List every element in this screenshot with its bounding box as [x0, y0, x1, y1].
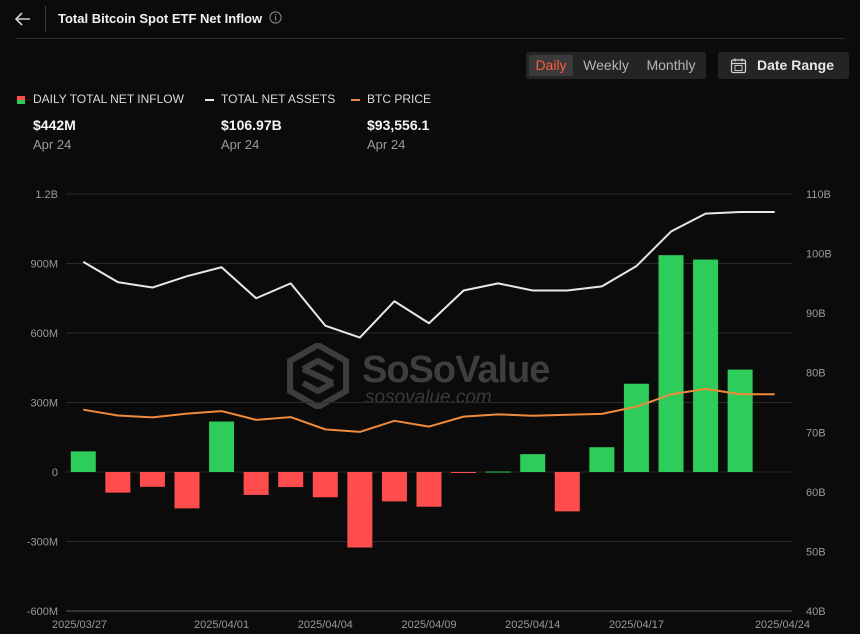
watermark-name: SoSoValue [362, 349, 550, 391]
legend-value: $106.97B [221, 117, 282, 133]
tab-weekly[interactable]: Weekly [583, 57, 629, 73]
inflow-bar [209, 421, 235, 472]
tab-monthly[interactable]: Monthly [646, 57, 696, 73]
y-tick-label-right: 60B [806, 487, 826, 499]
inflow-bar [105, 472, 131, 493]
y-tick-label-left: -300M [27, 537, 58, 549]
back-arrow-icon[interactable] [12, 8, 34, 30]
legend-name: BTC PRICE [367, 92, 432, 106]
y-tick-label-left: 300M [30, 398, 58, 410]
inflow-bar [416, 472, 442, 507]
y-tick-label-left: 1.2B [35, 189, 58, 201]
x-tick-label: 2025/04/09 [401, 619, 456, 631]
header-divider [45, 6, 46, 32]
x-tick-label: 2025/04/01 [194, 619, 249, 631]
inflow-bar [381, 472, 407, 502]
y-tick-label-right: 100B [806, 249, 832, 261]
inflow-bar [174, 472, 200, 509]
period-selector: Daily Weekly Monthly [526, 52, 706, 79]
y-tick-label-right: 110B [806, 189, 831, 201]
legend-date: Apr 24 [33, 137, 72, 152]
header-separator [16, 38, 845, 39]
date-range-label: Date Range [757, 57, 835, 73]
legend-date: Apr 24 [367, 137, 406, 152]
inflow-bar [623, 383, 649, 472]
x-tick-label: 2025/03/27 [52, 619, 107, 631]
y-tick-label-right: 90B [806, 308, 826, 320]
legend-swatch-inflow [17, 96, 25, 104]
legend-date: Apr 24 [221, 137, 260, 152]
y-tick-label-left: -600M [27, 606, 58, 618]
inflow-bar [243, 472, 269, 495]
y-tick-label-right: 80B [806, 368, 826, 380]
info-icon[interactable] [269, 11, 282, 24]
inflow-bar [139, 472, 165, 487]
inflow-bar [520, 454, 546, 472]
inflow-bar [589, 447, 615, 472]
sosovalue-logo-icon [287, 343, 349, 409]
header-bar: Total Bitcoin Spot ETF Net Inflow [0, 0, 860, 38]
x-tick-label: 2025/04/04 [298, 619, 353, 631]
inflow-bar [278, 472, 304, 488]
legend-swatch-assets [205, 99, 214, 101]
btc-price-line [83, 387, 775, 433]
legend-name: DAILY TOTAL NET INFLOW [33, 92, 184, 106]
date-range-button[interactable]: Date Range [718, 52, 849, 79]
legend-swatch-price [351, 99, 360, 101]
inflow-bar [693, 259, 719, 472]
y-tick-label-right: 50B [806, 546, 826, 558]
inflow-bar [312, 472, 338, 498]
calendar-icon [730, 58, 747, 74]
tab-daily[interactable]: Daily [529, 55, 573, 76]
page-title: Total Bitcoin Spot ETF Net Inflow [58, 11, 263, 26]
inflow-bar [727, 369, 753, 472]
inflow-bar [347, 472, 373, 548]
x-tick-label: 2025/04/17 [609, 619, 664, 631]
inflow-bar [451, 472, 477, 473]
y-tick-label-right: 70B [806, 427, 826, 439]
inflow-bar [485, 471, 511, 473]
x-tick-label: 2025/04/14 [505, 619, 560, 631]
inflow-bar [70, 451, 96, 472]
y-tick-label-left: 900M [30, 259, 58, 271]
total-net-assets-line [82, 211, 775, 339]
y-tick-label-right: 40B [806, 606, 826, 618]
y-tick-label-left: 600M [30, 328, 58, 340]
y-tick-label-left: 0 [52, 467, 58, 479]
legend-value: $93,556.1 [367, 117, 430, 133]
inflow-bar [658, 255, 684, 472]
inflow-bar [554, 472, 580, 512]
legend-name: TOTAL NET ASSETS [221, 92, 336, 106]
legend-value: $442M [33, 117, 76, 133]
x-tick-label: 2025/04/24 [755, 619, 810, 631]
